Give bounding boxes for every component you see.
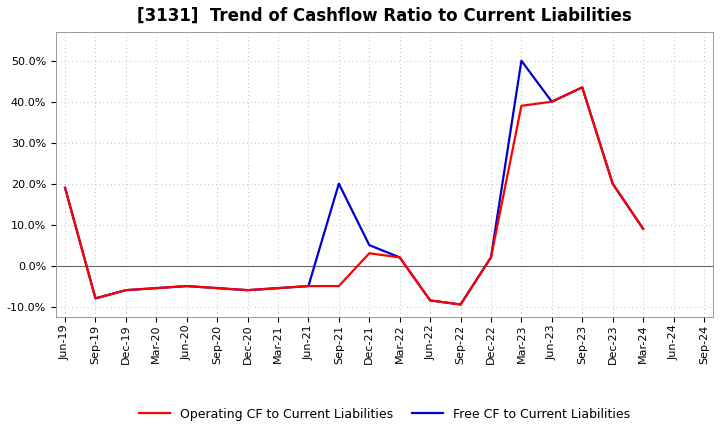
Free CF to Current Liabilities — [608, 181, 617, 186]
Free CF to Current Liabilities — [456, 302, 465, 307]
Free CF to Current Liabilities — [335, 181, 343, 186]
Operating CF to Current Liabilities — [487, 255, 495, 260]
Line: Free CF to Current Liabilities: Free CF to Current Liabilities — [65, 61, 643, 304]
Operating CF to Current Liabilities — [547, 99, 556, 104]
Free CF to Current Liabilities — [152, 286, 161, 291]
Free CF to Current Liabilities — [243, 287, 252, 293]
Operating CF to Current Liabilities — [91, 296, 100, 301]
Free CF to Current Liabilities — [182, 283, 191, 289]
Operating CF to Current Liabilities — [243, 287, 252, 293]
Operating CF to Current Liabilities — [60, 185, 69, 191]
Operating CF to Current Liabilities — [608, 181, 617, 186]
Free CF to Current Liabilities — [639, 226, 647, 231]
Operating CF to Current Liabilities — [456, 302, 465, 307]
Title: [3131]  Trend of Cashflow Ratio to Current Liabilities: [3131] Trend of Cashflow Ratio to Curren… — [137, 7, 632, 25]
Operating CF to Current Liabilities — [395, 255, 404, 260]
Operating CF to Current Liabilities — [639, 226, 647, 231]
Free CF to Current Liabilities — [60, 185, 69, 191]
Free CF to Current Liabilities — [547, 99, 556, 104]
Operating CF to Current Liabilities — [213, 286, 222, 291]
Free CF to Current Liabilities — [395, 255, 404, 260]
Operating CF to Current Liabilities — [304, 283, 312, 289]
Free CF to Current Liabilities — [91, 296, 100, 301]
Operating CF to Current Liabilities — [274, 286, 282, 291]
Free CF to Current Liabilities — [274, 286, 282, 291]
Operating CF to Current Liabilities — [365, 251, 374, 256]
Operating CF to Current Liabilities — [578, 85, 587, 90]
Line: Operating CF to Current Liabilities: Operating CF to Current Liabilities — [65, 88, 643, 304]
Free CF to Current Liabilities — [365, 242, 374, 248]
Operating CF to Current Liabilities — [182, 283, 191, 289]
Free CF to Current Liabilities — [304, 283, 312, 289]
Operating CF to Current Liabilities — [152, 286, 161, 291]
Free CF to Current Liabilities — [487, 255, 495, 260]
Free CF to Current Liabilities — [426, 298, 434, 303]
Operating CF to Current Liabilities — [122, 287, 130, 293]
Free CF to Current Liabilities — [517, 58, 526, 63]
Operating CF to Current Liabilities — [426, 298, 434, 303]
Legend: Operating CF to Current Liabilities, Free CF to Current Liabilities: Operating CF to Current Liabilities, Fre… — [134, 403, 635, 426]
Free CF to Current Liabilities — [122, 287, 130, 293]
Operating CF to Current Liabilities — [335, 283, 343, 289]
Free CF to Current Liabilities — [578, 85, 587, 90]
Operating CF to Current Liabilities — [517, 103, 526, 108]
Free CF to Current Liabilities — [213, 286, 222, 291]
